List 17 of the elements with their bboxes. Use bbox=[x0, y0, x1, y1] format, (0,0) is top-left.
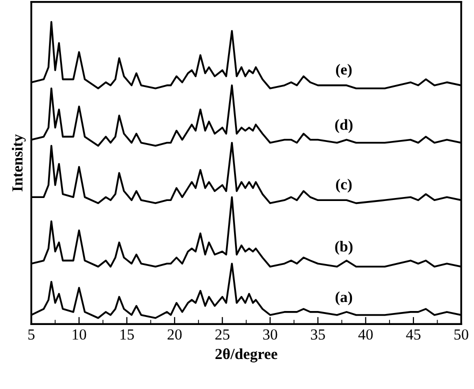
x-tick-label: 20 bbox=[168, 329, 182, 340]
x-tick-label: 10 bbox=[72, 329, 86, 340]
y-axis-title: Intensity bbox=[12, 134, 26, 192]
x-tick-label: 45 bbox=[406, 329, 420, 340]
x-tick-label: 25 bbox=[215, 329, 230, 340]
x-tick-label: 15 bbox=[120, 329, 134, 340]
series-label: (d) bbox=[335, 119, 352, 134]
x-tick-label: 5 bbox=[28, 329, 35, 340]
x-tick-label: 50 bbox=[454, 329, 468, 340]
series-label: (b) bbox=[335, 240, 352, 255]
x-tick-label: 35 bbox=[310, 329, 325, 340]
x-tick-label: 30 bbox=[263, 329, 278, 340]
series-label: (c) bbox=[336, 178, 352, 193]
x-axis-title: 2θ/degree bbox=[215, 348, 278, 362]
x-tick-label: 40 bbox=[358, 329, 373, 340]
series-label: (a) bbox=[336, 291, 352, 306]
series-label: (e) bbox=[336, 64, 352, 78]
